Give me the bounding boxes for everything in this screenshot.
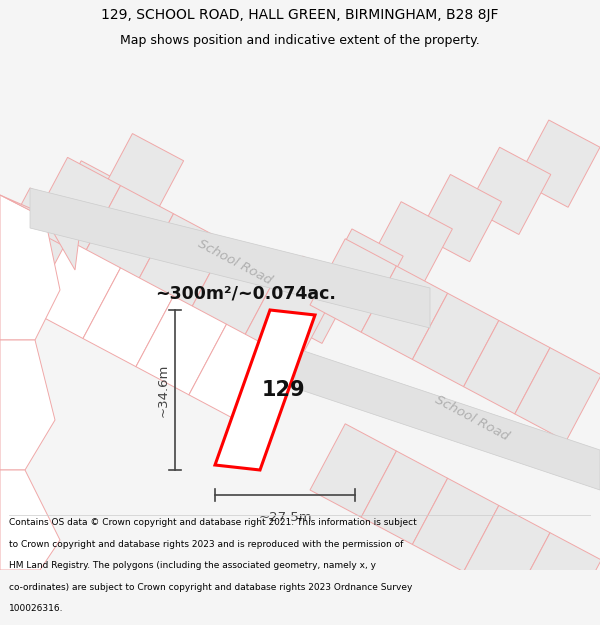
Polygon shape <box>242 270 332 369</box>
Text: Map shows position and indicative extent of the property.: Map shows position and indicative extent… <box>120 34 480 47</box>
Polygon shape <box>517 120 600 208</box>
Polygon shape <box>310 239 397 332</box>
Text: 129, SCHOOL ROAD, HALL GREEN, BIRMINGHAM, B28 8JF: 129, SCHOOL ROAD, HALL GREEN, BIRMINGHAM… <box>101 8 499 22</box>
Polygon shape <box>515 532 600 625</box>
Polygon shape <box>49 161 133 248</box>
Text: HM Land Registry. The polygons (including the associated geometry, namely x, y: HM Land Registry. The polygons (includin… <box>9 561 376 570</box>
Polygon shape <box>412 478 499 572</box>
Text: to Crown copyright and database rights 2023 and is reproduced with the permissio: to Crown copyright and database rights 2… <box>9 540 403 549</box>
Text: ~300m²/~0.074ac.: ~300m²/~0.074ac. <box>155 284 336 302</box>
Polygon shape <box>0 195 60 340</box>
Text: co-ordinates) are subject to Crown copyright and database rights 2023 Ordnance S: co-ordinates) are subject to Crown copyr… <box>9 582 412 592</box>
Polygon shape <box>100 134 184 221</box>
Polygon shape <box>412 293 499 387</box>
Polygon shape <box>0 470 60 570</box>
Text: 100026316.: 100026316. <box>9 604 64 613</box>
Polygon shape <box>189 324 280 423</box>
Polygon shape <box>464 506 550 599</box>
Polygon shape <box>30 158 121 256</box>
Polygon shape <box>295 348 600 490</box>
Polygon shape <box>0 340 55 470</box>
Text: Contains OS data © Crown copyright and database right 2021. This information is : Contains OS data © Crown copyright and d… <box>9 518 417 528</box>
Polygon shape <box>361 451 448 544</box>
Polygon shape <box>515 348 600 441</box>
Polygon shape <box>30 240 121 339</box>
Polygon shape <box>464 321 550 414</box>
Polygon shape <box>221 283 305 371</box>
Text: 129: 129 <box>261 380 305 400</box>
Text: ~27.5m: ~27.5m <box>258 511 312 524</box>
Polygon shape <box>320 229 403 316</box>
Polygon shape <box>189 242 280 341</box>
Text: School Road: School Road <box>433 393 511 443</box>
Polygon shape <box>0 188 81 275</box>
Polygon shape <box>136 296 226 395</box>
Polygon shape <box>215 310 315 470</box>
Polygon shape <box>83 186 173 284</box>
Polygon shape <box>136 214 226 312</box>
Polygon shape <box>310 424 397 518</box>
Polygon shape <box>467 148 551 234</box>
Polygon shape <box>271 256 354 343</box>
Polygon shape <box>369 202 452 289</box>
Text: School Road: School Road <box>196 237 274 287</box>
Polygon shape <box>361 266 448 359</box>
Polygon shape <box>30 188 430 328</box>
Polygon shape <box>83 268 173 367</box>
Polygon shape <box>0 195 80 270</box>
Text: ~34.6m: ~34.6m <box>157 363 170 417</box>
Polygon shape <box>418 174 502 262</box>
